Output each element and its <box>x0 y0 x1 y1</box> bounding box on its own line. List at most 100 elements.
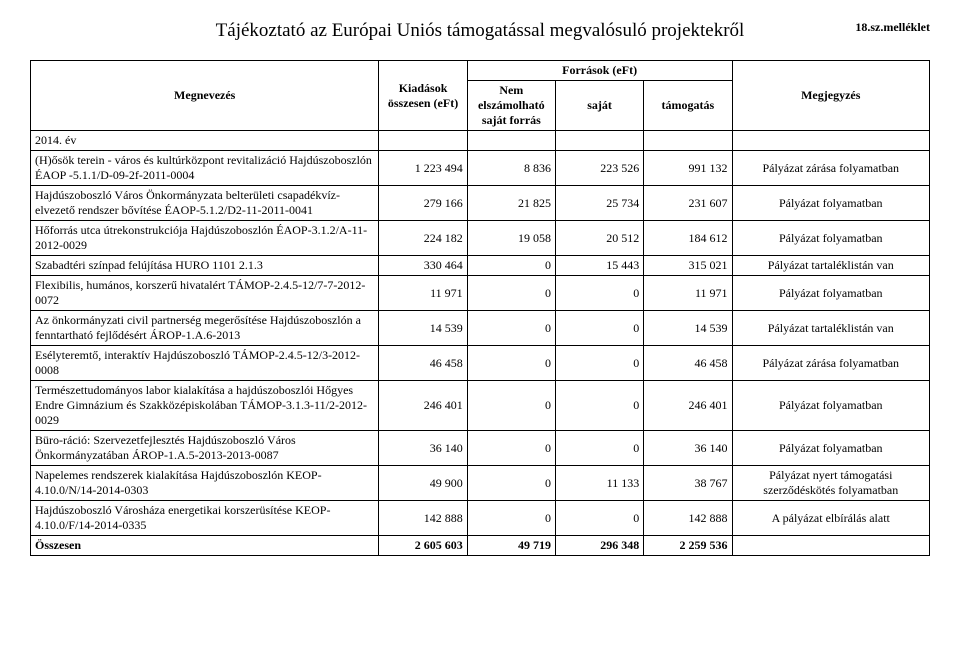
cell-kiadasok: 11 971 <box>379 276 467 311</box>
cell-name: Büro-ráció: Szervezetfejlesztés Hajdúszo… <box>31 431 379 466</box>
cell-tamogatas: 36 140 <box>644 431 732 466</box>
table-row: Hajdúszoboszló Városháza energetikai kor… <box>31 501 930 536</box>
cell-kiadasok: 330 464 <box>379 256 467 276</box>
cell-name: Esélyteremtő, interaktív Hajdúszoboszló … <box>31 346 379 381</box>
cell-name: Flexibilis, humános, korszerű hivatalért… <box>31 276 379 311</box>
table-row: Hőforrás utca útrekonstrukciója Hajdúszo… <box>31 221 930 256</box>
cell-kiadasok: 142 888 <box>379 501 467 536</box>
year-cell: 2014. év <box>31 131 379 151</box>
cell-kiadasok: 246 401 <box>379 381 467 431</box>
cell-nem: 0 <box>467 276 555 311</box>
cell-kiadasok: 14 539 <box>379 311 467 346</box>
col-header-forrasok: Források (eFt) <box>467 61 732 81</box>
cell-sajat: 0 <box>555 501 643 536</box>
empty-cell <box>467 131 555 151</box>
cell-note: Pályázat folyamatban <box>732 186 929 221</box>
table-row: Természettudományos labor kialakítása a … <box>31 381 930 431</box>
cell-note: A pályázat elbírálás alatt <box>732 501 929 536</box>
sum-nem: 49 719 <box>467 536 555 556</box>
cell-sajat: 20 512 <box>555 221 643 256</box>
table-row: Szabadtéri színpad felújítása HURO 1101 … <box>31 256 930 276</box>
cell-sajat: 0 <box>555 311 643 346</box>
empty-cell <box>644 131 732 151</box>
cell-name: Természettudományos labor kialakítása a … <box>31 381 379 431</box>
cell-name: Hajdúszoboszló Városháza energetikai kor… <box>31 501 379 536</box>
col-header-nem: Nem elszámolható saját forrás <box>467 81 555 131</box>
cell-note: Pályázat zárása folyamatban <box>732 151 929 186</box>
cell-sajat: 0 <box>555 431 643 466</box>
cell-note: Pályázat tartaléklistán van <box>732 311 929 346</box>
cell-tamogatas: 991 132 <box>644 151 732 186</box>
cell-tamogatas: 315 021 <box>644 256 732 276</box>
table-row-sum: Összesen2 605 60349 719296 3482 259 536 <box>31 536 930 556</box>
cell-sajat: 25 734 <box>555 186 643 221</box>
cell-kiadasok: 46 458 <box>379 346 467 381</box>
cell-nem: 0 <box>467 346 555 381</box>
cell-nem: 0 <box>467 501 555 536</box>
cell-nem: 0 <box>467 466 555 501</box>
cell-tamogatas: 46 458 <box>644 346 732 381</box>
cell-tamogatas: 142 888 <box>644 501 732 536</box>
cell-sajat: 223 526 <box>555 151 643 186</box>
table-row: Esélyteremtő, interaktív Hajdúszoboszló … <box>31 346 930 381</box>
annex-label: 18.sz.melléklet <box>855 20 930 35</box>
table-row: (H)ősök terein - város és kultúrközpont … <box>31 151 930 186</box>
cell-note: Pályázat zárása folyamatban <box>732 346 929 381</box>
projects-table: Megnevezés Kiadások összesen (eFt) Forrá… <box>30 60 930 556</box>
cell-tamogatas: 11 971 <box>644 276 732 311</box>
cell-nem: 0 <box>467 256 555 276</box>
page-title: Tájékoztató az Európai Uniós támogatássa… <box>216 20 745 42</box>
cell-kiadasok: 36 140 <box>379 431 467 466</box>
table-row: Büro-ráció: Szervezetfejlesztés Hajdúszo… <box>31 431 930 466</box>
cell-name: Szabadtéri színpad felújítása HURO 1101 … <box>31 256 379 276</box>
cell-nem: 21 825 <box>467 186 555 221</box>
cell-tamogatas: 14 539 <box>644 311 732 346</box>
cell-name: (H)ősök terein - város és kultúrközpont … <box>31 151 379 186</box>
cell-sajat: 0 <box>555 346 643 381</box>
col-header-kiadasok: Kiadások összesen (eFt) <box>379 61 467 131</box>
col-header-sajat: saját <box>555 81 643 131</box>
cell-note: Pályázat folyamatban <box>732 276 929 311</box>
table-row: Flexibilis, humános, korszerű hivatalért… <box>31 276 930 311</box>
sum-sajat: 296 348 <box>555 536 643 556</box>
cell-note: Pályázat folyamatban <box>732 431 929 466</box>
sum-label: Összesen <box>31 536 379 556</box>
cell-name: Hőforrás utca útrekonstrukciója Hajdúszo… <box>31 221 379 256</box>
table-row: Az önkormányzati civil partnerség megerő… <box>31 311 930 346</box>
cell-name: Napelemes rendszerek kialakítása Hajdúsz… <box>31 466 379 501</box>
cell-tamogatas: 38 767 <box>644 466 732 501</box>
empty-cell <box>732 131 929 151</box>
cell-kiadasok: 1 223 494 <box>379 151 467 186</box>
sum-tamogatas: 2 259 536 <box>644 536 732 556</box>
empty-cell <box>555 131 643 151</box>
cell-sajat: 0 <box>555 381 643 431</box>
cell-kiadasok: 224 182 <box>379 221 467 256</box>
cell-note: Pályázat nyert támogatási szerződéskötés… <box>732 466 929 501</box>
cell-name: Hajdúszoboszló Város Önkormányzata belte… <box>31 186 379 221</box>
cell-sajat: 15 443 <box>555 256 643 276</box>
cell-nem: 19 058 <box>467 221 555 256</box>
cell-nem: 0 <box>467 311 555 346</box>
cell-note: Pályázat tartaléklistán van <box>732 256 929 276</box>
col-header-megjegyzes: Megjegyzés <box>732 61 929 131</box>
cell-nem: 8 836 <box>467 151 555 186</box>
cell-tamogatas: 184 612 <box>644 221 732 256</box>
cell-sajat: 11 133 <box>555 466 643 501</box>
cell-sajat: 0 <box>555 276 643 311</box>
cell-note: Pályázat folyamatban <box>732 381 929 431</box>
table-row: Napelemes rendszerek kialakítása Hajdúsz… <box>31 466 930 501</box>
cell-note: Pályázat folyamatban <box>732 221 929 256</box>
cell-nem: 0 <box>467 431 555 466</box>
table-row: Hajdúszoboszló Város Önkormányzata belte… <box>31 186 930 221</box>
cell-kiadasok: 279 166 <box>379 186 467 221</box>
col-header-name: Megnevezés <box>31 61 379 131</box>
empty-cell <box>379 131 467 151</box>
cell-kiadasok: 49 900 <box>379 466 467 501</box>
sum-kiadasok: 2 605 603 <box>379 536 467 556</box>
sum-note <box>732 536 929 556</box>
cell-tamogatas: 231 607 <box>644 186 732 221</box>
cell-name: Az önkormányzati civil partnerség megerő… <box>31 311 379 346</box>
col-header-tamogatas: támogatás <box>644 81 732 131</box>
cell-tamogatas: 246 401 <box>644 381 732 431</box>
cell-nem: 0 <box>467 381 555 431</box>
